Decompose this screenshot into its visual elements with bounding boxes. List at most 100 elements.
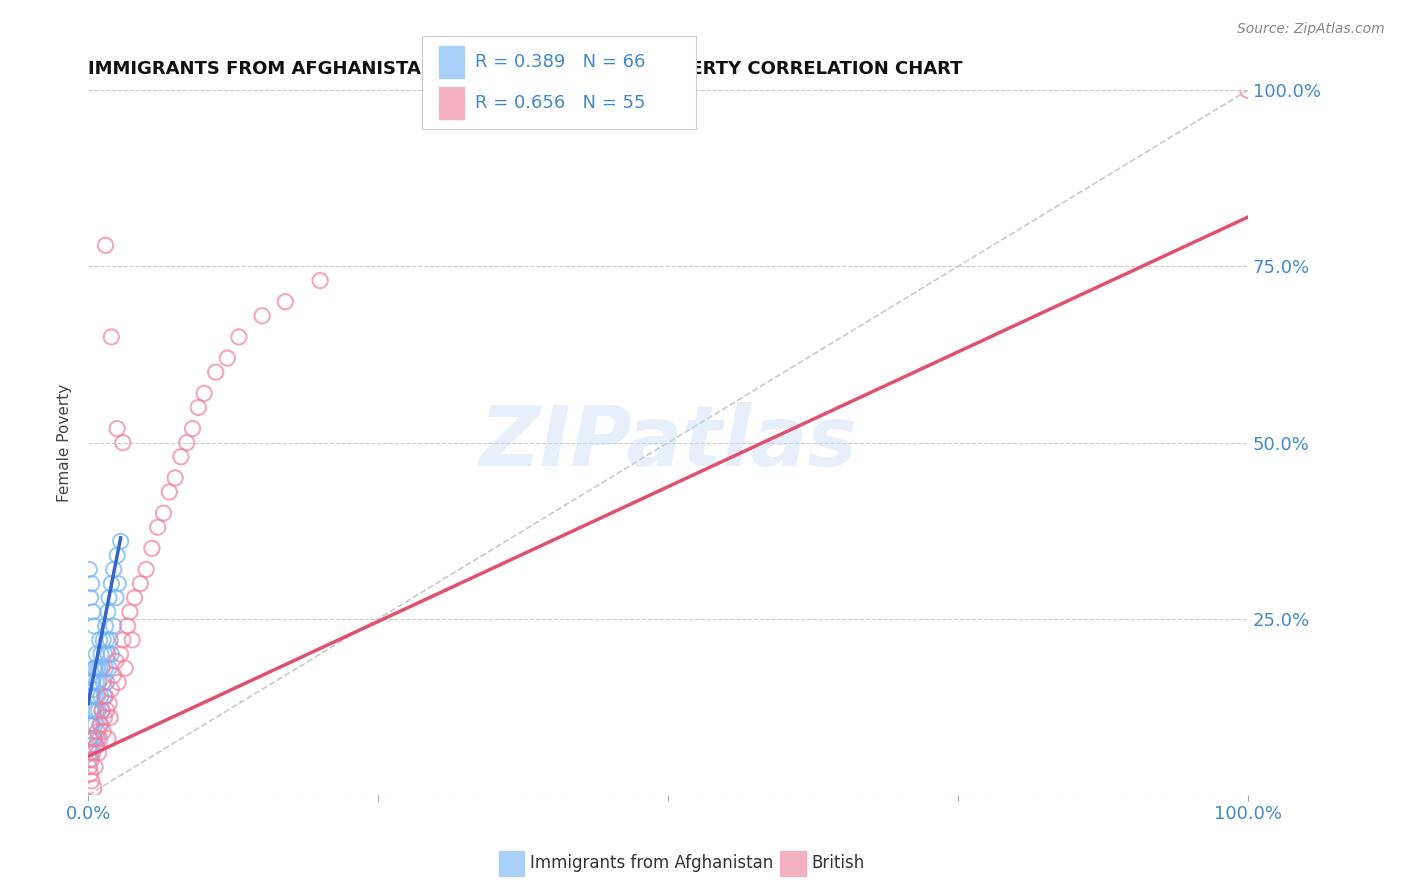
Point <box>93 710 115 724</box>
Point <box>79 731 101 746</box>
Point <box>82 717 104 731</box>
Point <box>96 632 118 647</box>
Point <box>98 661 121 675</box>
Point <box>79 562 101 576</box>
Point <box>79 591 101 605</box>
Text: British: British <box>811 855 865 872</box>
Point <box>98 591 121 605</box>
Point <box>98 632 121 647</box>
Point <box>105 549 128 563</box>
Point <box>100 647 122 661</box>
Point <box>111 435 134 450</box>
Point <box>309 274 332 288</box>
Point <box>82 690 104 704</box>
Point <box>84 704 107 718</box>
Point <box>91 632 114 647</box>
Point <box>96 675 118 690</box>
Point <box>228 330 250 344</box>
Point <box>97 731 120 746</box>
Point <box>97 647 120 661</box>
Point <box>96 704 118 718</box>
Point <box>79 746 101 760</box>
Text: R = 0.656   N = 55: R = 0.656 N = 55 <box>475 94 645 112</box>
Point <box>80 774 103 789</box>
Point <box>86 731 108 746</box>
Point <box>93 690 115 704</box>
Point <box>118 605 141 619</box>
Point <box>187 401 209 415</box>
Text: ZIPatlas: ZIPatlas <box>479 402 856 483</box>
Point <box>181 421 204 435</box>
Point <box>83 704 105 718</box>
Point <box>79 717 101 731</box>
Point <box>129 576 152 591</box>
Point <box>86 661 108 675</box>
Text: R = 0.389   N = 66: R = 0.389 N = 66 <box>475 54 645 71</box>
Point <box>117 619 139 633</box>
Text: Source: ZipAtlas.com: Source: ZipAtlas.com <box>1237 22 1385 37</box>
Point <box>83 731 105 746</box>
Point <box>82 675 104 690</box>
Point <box>83 661 105 675</box>
Point <box>83 731 105 746</box>
Point <box>124 591 146 605</box>
Point <box>82 704 104 718</box>
Point <box>84 717 107 731</box>
Point <box>87 746 110 760</box>
Point <box>84 647 107 661</box>
Point <box>79 760 101 774</box>
Text: Immigrants from Afghanistan: Immigrants from Afghanistan <box>530 855 773 872</box>
Point <box>87 675 110 690</box>
Point <box>250 309 273 323</box>
Point <box>80 717 103 731</box>
Point <box>83 682 105 697</box>
Point <box>114 661 136 675</box>
Point <box>165 471 187 485</box>
Point <box>79 690 101 704</box>
Point <box>193 386 215 401</box>
Point <box>1237 83 1260 97</box>
Point <box>204 365 226 379</box>
Point <box>89 661 111 675</box>
Point <box>98 697 121 711</box>
Point <box>87 704 110 718</box>
Point <box>104 654 127 668</box>
Point <box>103 562 125 576</box>
Point <box>105 421 128 435</box>
Point <box>217 351 239 365</box>
Point <box>89 632 111 647</box>
Point <box>94 690 117 704</box>
Point <box>107 576 129 591</box>
Point <box>98 710 121 724</box>
Point <box>83 780 105 795</box>
Point <box>274 294 297 309</box>
Point <box>100 682 122 697</box>
Point <box>91 724 114 739</box>
Point <box>152 506 174 520</box>
Point <box>79 753 101 767</box>
Point <box>84 739 107 753</box>
Point <box>100 576 122 591</box>
Point <box>107 675 129 690</box>
Point <box>79 739 101 753</box>
Point <box>103 619 125 633</box>
Point <box>135 562 157 576</box>
Point <box>111 632 134 647</box>
Point <box>91 675 114 690</box>
Point <box>80 704 103 718</box>
Point <box>79 767 101 781</box>
Point <box>80 753 103 767</box>
Point <box>176 435 198 450</box>
Point <box>104 591 127 605</box>
Point <box>84 760 107 774</box>
Point <box>91 704 114 718</box>
Point <box>97 605 120 619</box>
Point <box>86 724 108 739</box>
Point <box>91 661 114 675</box>
Point <box>103 668 125 682</box>
Point <box>100 330 122 344</box>
Point <box>84 675 107 690</box>
Point <box>110 534 132 549</box>
Point <box>89 717 111 731</box>
Point <box>110 647 132 661</box>
